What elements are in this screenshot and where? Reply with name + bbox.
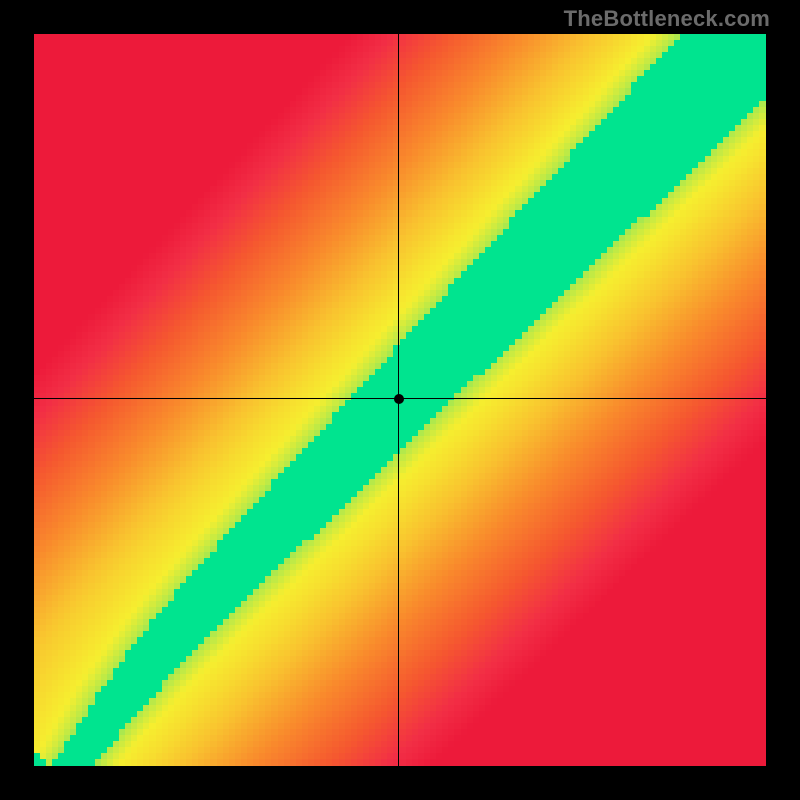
plot-area xyxy=(34,34,766,766)
chart-container: TheBottleneck.com xyxy=(0,0,800,800)
crosshair-dot xyxy=(394,394,404,404)
watermark-text: TheBottleneck.com xyxy=(564,6,770,32)
